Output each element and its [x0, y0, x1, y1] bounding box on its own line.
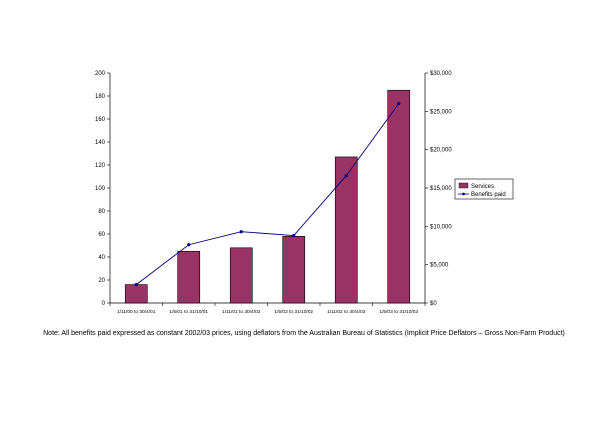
right-tick-label: $25,000: [430, 109, 452, 115]
chart-note: Note: All benefits paid expressed as con…: [43, 330, 565, 337]
benefits-line: [134, 102, 401, 287]
benefits-point: [292, 233, 296, 238]
services-bar: [334, 156, 358, 304]
right-tick-label: $0: [430, 301, 437, 307]
x-tick-label: 1/11/02 to 30/4/03: [327, 309, 366, 315]
left-tick-label: 40: [98, 255, 105, 261]
left-tick-label: 140: [95, 140, 106, 146]
legend-label-services: Services: [471, 184, 494, 190]
right-tick-label: $20,000: [430, 148, 452, 154]
left-tick-label: 180: [95, 94, 106, 100]
right-tick-label: $5,000: [430, 263, 449, 269]
benefits-point: [344, 174, 348, 178]
legend: Services Benefits paid: [454, 178, 514, 200]
left-tick-label: 80: [98, 209, 105, 215]
left-axis-ticks: 0 20 40 60 80 100 120 140 160 180 200: [95, 71, 110, 307]
services-bar: [177, 250, 201, 304]
services-bar: [124, 284, 148, 304]
benefits-point: [134, 283, 138, 287]
left-tick-label: 0: [102, 301, 106, 307]
right-axis-ticks: $0 $5,000 $10,000 $15,000 $20,000 $25,000 $30,…: [425, 71, 452, 307]
services-bars: [124, 89, 411, 304]
right-tick-label: $15,000: [430, 186, 452, 192]
benefits-point: [397, 102, 401, 106]
x-tick-label: 1/11/00 to 30/4/01: [117, 309, 156, 315]
benefits-point: [187, 243, 191, 247]
legend-label-benefits: Benefits paid: [471, 192, 506, 198]
benefits-line-path: [135, 103, 400, 285]
left-tick-label: 200: [95, 71, 106, 77]
x-tick-label: 1/5/02 to 31/10/02: [274, 309, 313, 315]
services-bar: [282, 236, 306, 304]
legend-swatch-benefits-marker: [462, 192, 465, 196]
right-tick-label: $10,000: [430, 224, 452, 230]
x-tick-label: 1/5/01 to 31/10/01: [169, 309, 208, 315]
services-bar: [229, 247, 253, 304]
x-tick-label: 1/5/03 to 31/10/03: [379, 309, 418, 315]
benefits-point: [239, 230, 243, 234]
legend-box: [454, 178, 514, 200]
left-tick-label: 60: [98, 232, 105, 238]
left-tick-label: 100: [95, 186, 106, 192]
services-bar: [387, 89, 411, 304]
legend-swatch-services: [458, 182, 469, 189]
left-tick-label: 160: [95, 117, 106, 123]
right-tick-label: $30,000: [430, 71, 452, 77]
left-tick-label: 120: [95, 163, 106, 169]
left-tick-label: 20: [98, 278, 105, 284]
x-tick-label: 1/11/01 to 30/4/02: [222, 309, 261, 315]
x-axis-ticks: 1/11/00 to 30/4/01 1/5/01 to 31/10/01 1/11…: [109, 303, 426, 315]
